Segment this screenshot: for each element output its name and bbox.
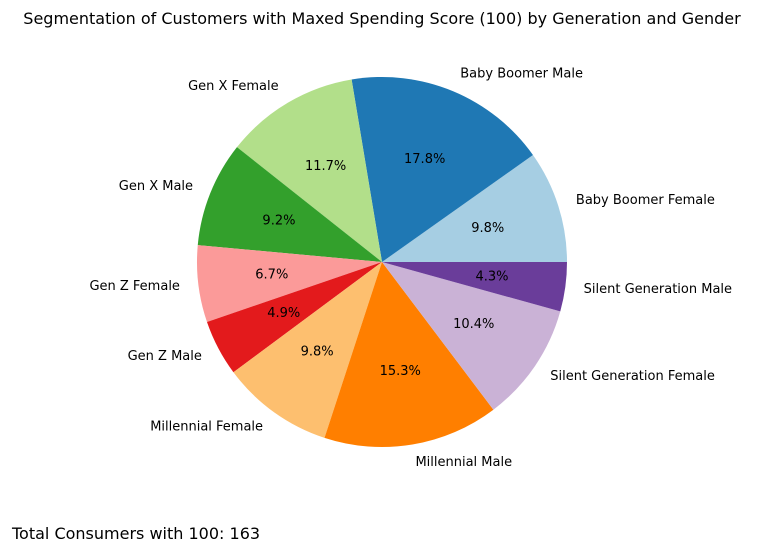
pie-slice-gen-z-female	[196, 245, 382, 322]
slice-percent-silent-generation-male: 4.3%	[475, 269, 508, 284]
slice-percent-gen-z-female: 6.7%	[255, 268, 288, 283]
slice-label-gen-z-female: Gen Z Female	[89, 279, 180, 294]
pie-slice-gen-x-female	[236, 79, 382, 263]
pie-slice-gen-z-male	[206, 262, 382, 373]
slice-label-baby-boomer-male: Baby Boomer Male	[460, 67, 583, 82]
pie-slices	[196, 77, 567, 447]
slice-percent-millennial-male: 15.3%	[380, 364, 421, 379]
slice-label-gen-x-female: Gen X Female	[188, 79, 279, 94]
slice-percent-gen-x-female: 11.7%	[305, 159, 346, 174]
slice-percent-silent-generation-female: 10.4%	[453, 317, 494, 332]
pie-labels: Baby Boomer Female 9.8% Baby Boomer Male 17…	[89, 67, 732, 471]
slice-percent-baby-boomer-female: 9.8%	[471, 221, 504, 236]
total-consumers-annotation: Total Consumers with 100: 163	[12, 524, 261, 543]
slice-label-silent-generation-male: Silent Generation Male	[584, 282, 732, 297]
slice-label-baby-boomer-female: Baby Boomer Female	[576, 193, 715, 208]
pie-slice-silent-generation-female	[382, 262, 561, 410]
pie-slice-baby-boomer-female	[382, 155, 567, 262]
slice-label-silent-generation-female: Silent Generation Female	[550, 369, 715, 384]
slice-label-millennial-male: Millennial Male	[415, 455, 512, 470]
slice-percent-baby-boomer-male: 17.8%	[404, 152, 445, 167]
slice-percent-gen-x-male: 9.2%	[262, 213, 295, 228]
pie-slice-gen-x-male	[197, 147, 382, 262]
slice-percent-gen-z-male: 4.9%	[267, 306, 300, 321]
pie-slice-millennial-female	[233, 262, 382, 438]
slice-label-gen-x-male: Gen X Male	[119, 179, 193, 194]
slice-label-gen-z-male: Gen Z Male	[128, 349, 202, 364]
pie-slice-millennial-male	[324, 262, 494, 447]
chart-title: Segmentation of Customers with Maxed Spe…	[23, 9, 741, 28]
pie-slice-silent-generation-male	[382, 262, 567, 312]
slice-label-millennial-female: Millennial Female	[150, 420, 263, 435]
slice-percent-millennial-female: 9.8%	[301, 345, 334, 360]
pie-slice-baby-boomer-male	[351, 77, 533, 263]
